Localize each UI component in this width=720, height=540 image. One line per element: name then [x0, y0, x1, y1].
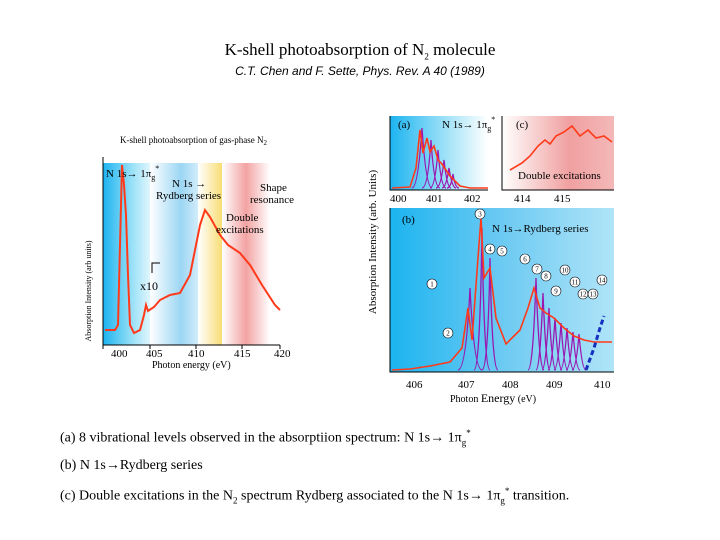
peak-number-markers: 1 2 3 4 5 6 7 8 9 10 11 12 13 14 [426, 208, 608, 339]
x10-bracket [151, 262, 160, 273]
label-x10: x10 [140, 279, 158, 293]
svg-text:6: 6 [523, 256, 527, 264]
band-double [222, 163, 270, 345]
left-xtick: 405 [146, 348, 163, 360]
panel-b-title: N 1s→Rydberg series [492, 223, 589, 235]
panel-b-trace [391, 217, 612, 371]
label-shape-2: resonance [250, 194, 294, 206]
panel-a-title: N 1s→ 1πg* [442, 115, 495, 133]
panel-c-xtick: 415 [554, 193, 571, 205]
panel-a-label: (a) [398, 119, 411, 131]
panel-b-xtick: 410 [594, 379, 611, 391]
label-pi-star: N 1s→ 1πg* [106, 164, 159, 182]
panel-b-label: (b) [402, 214, 415, 226]
citation: C.T. Chen and F. Sette, Phys. Rev. A 40 … [235, 64, 485, 78]
svg-text:1: 1 [430, 281, 434, 289]
left-inner-title: K-shell photoabsorption of gas-phase N2 [120, 135, 267, 147]
panel-a-bg [390, 116, 488, 190]
panel-b-continuum-dash [584, 315, 606, 371]
note-b: (b) N 1s→Rydberg series [60, 458, 203, 473]
label-rydberg-2: Rydberg series [156, 190, 221, 202]
left-xtick: 410 [188, 348, 205, 360]
label-shape-1: Shape [260, 182, 287, 194]
left-xtick: 420 [274, 348, 291, 360]
right-ylabel: Absorption Intensity (arb. Units) [367, 170, 379, 315]
panel-c-trace [509, 124, 613, 171]
panel-b-rydberg-peaks [457, 227, 587, 371]
svg-text:8: 8 [544, 273, 548, 281]
right-spectrum-figure: (a) N 1s→ 1πg* 400 401 402 (c) Double ex… [367, 115, 614, 405]
svg-text:4: 4 [488, 246, 492, 254]
svg-text:7: 7 [535, 266, 539, 274]
note-a: (a) 8 vibrational levels observed in the… [60, 428, 471, 448]
svg-text:5: 5 [500, 248, 504, 256]
panel-a-vibrational-peaks [411, 127, 460, 189]
left-xlabel: Photon energy (eV) [152, 360, 231, 371]
right-xlabel: Photon Energy (eV) [450, 391, 536, 405]
panel-c-bg [502, 116, 614, 190]
svg-text:13: 13 [590, 291, 598, 299]
panel-c-label: (c) [516, 119, 529, 131]
left-spectrum-figure: K-shell photoabsorption of gas-phase N2 … [84, 135, 294, 371]
svg-text:10: 10 [562, 267, 570, 275]
panel-a-xtick: 400 [390, 193, 407, 205]
svg-text:3: 3 [478, 211, 482, 219]
label-double-2: excitations [216, 224, 264, 236]
note-c: (c) Double excitations in the N2 spectru… [60, 486, 570, 506]
panel-b-xtick: 407 [458, 379, 475, 391]
svg-text:9: 9 [554, 288, 558, 296]
panel-c-title: Double excitations [518, 170, 601, 182]
panel-b-xtick: 409 [546, 379, 563, 391]
slide-title: K-shell photoabsorption of N2 molecule [224, 40, 496, 62]
panel-b-xtick: 406 [406, 379, 423, 391]
svg-text:12: 12 [580, 291, 588, 299]
left-xtick: 400 [111, 348, 128, 360]
panel-b-bg [390, 208, 614, 372]
panel-c-xtick: 414 [514, 193, 531, 205]
panel-b-xtick: 408 [502, 379, 519, 391]
panel-a-xtick: 401 [426, 193, 443, 205]
left-spectrum-trace [105, 164, 281, 335]
panel-a-xtick: 402 [464, 193, 481, 205]
label-double-1: Double [226, 212, 259, 224]
panel-a-trace [391, 129, 488, 189]
label-rydberg-1: N 1s → [172, 178, 206, 190]
svg-text:14: 14 [599, 277, 607, 285]
svg-text:11: 11 [572, 279, 579, 287]
left-xtick: 415 [234, 348, 251, 360]
left-ylabel: Absorption Intensity (arb units) [84, 240, 93, 341]
svg-text:2: 2 [446, 330, 450, 338]
